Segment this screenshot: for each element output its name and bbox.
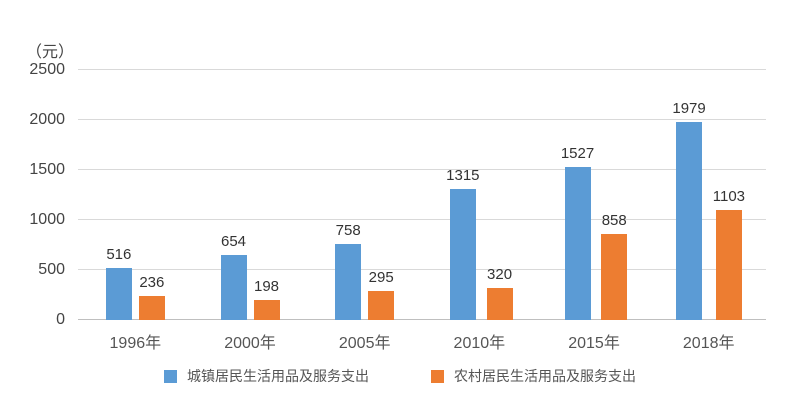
bar-with-label: 1979 xyxy=(672,100,706,320)
legend-label: 农村居民生活用品及服务支出 xyxy=(454,368,636,384)
bar xyxy=(138,296,165,320)
bar-group: 1315 320 2010年 xyxy=(422,70,537,352)
bar-group: 758 295 2005年 xyxy=(307,70,422,352)
bar-with-label: 198 xyxy=(253,278,280,320)
bar xyxy=(220,254,247,320)
bar-with-label: 1103 xyxy=(713,188,745,320)
legend: 城镇居民生活用品及服务支出 农村居民生活用品及服务支出 xyxy=(0,366,800,386)
bar xyxy=(335,244,362,320)
bar xyxy=(368,290,395,320)
bar xyxy=(486,288,513,320)
bar-value-label: 1315 xyxy=(446,166,480,184)
bar xyxy=(601,234,628,320)
gridline xyxy=(78,119,766,120)
y-tick-label: 2500 xyxy=(29,61,65,78)
legend-item: 农村居民生活用品及服务支出 xyxy=(431,366,636,386)
bar-with-label: 1527 xyxy=(561,145,594,320)
x-axis-line xyxy=(78,319,766,320)
bar-with-label: 1315 xyxy=(446,166,480,320)
y-axis-unit-label: （元） xyxy=(26,44,75,61)
x-tick-label: 1996年 xyxy=(109,335,162,352)
bar-with-label: 858 xyxy=(601,212,628,320)
gridline xyxy=(78,269,766,270)
bar xyxy=(253,300,280,320)
bar-group: 516 236 1996年 xyxy=(78,70,193,352)
bar-value-label: 516 xyxy=(106,246,132,264)
y-tick-label: 500 xyxy=(38,261,65,278)
bar xyxy=(715,209,742,320)
gridline xyxy=(78,219,766,220)
bar-value-label: 295 xyxy=(368,268,394,286)
gridline xyxy=(78,169,766,170)
legend-item: 城镇居民生活用品及服务支出 xyxy=(164,366,369,386)
y-tick-label: 1500 xyxy=(29,161,65,178)
x-tick-label: 2018年 xyxy=(682,335,735,352)
bar-value-label: 858 xyxy=(601,212,627,230)
legend-swatch xyxy=(431,369,444,383)
bar-value-label: 236 xyxy=(139,274,165,292)
bar-with-label: 295 xyxy=(368,268,395,320)
x-tick-label: 2005年 xyxy=(338,335,391,352)
gridline xyxy=(78,69,766,70)
y-tick-label: 0 xyxy=(56,311,65,328)
bar xyxy=(676,122,703,320)
bar-with-label: 654 xyxy=(220,232,247,320)
bar-with-label: 758 xyxy=(335,222,362,320)
plot-area: 0 500 1000 1500 2000 2500 516 236 1996年 654 198 200… xyxy=(29,62,766,352)
bar xyxy=(449,188,476,320)
bar-value-label: 320 xyxy=(487,266,513,283)
bar-with-label: 236 xyxy=(138,274,165,320)
bar-with-label: 320 xyxy=(486,266,513,320)
bar xyxy=(564,167,591,320)
bar-value-label: 758 xyxy=(335,222,361,240)
x-tick-label: 2010年 xyxy=(453,335,506,352)
y-tick-label: 1000 xyxy=(29,211,65,228)
y-tick-label: 2000 xyxy=(29,111,65,128)
bar-value-label: 1527 xyxy=(560,145,595,163)
bar-value-label: 198 xyxy=(253,278,280,296)
bar-group: 1527 858 2015年 xyxy=(537,70,652,352)
bar-groups: 516 236 1996年 654 198 2000年 758 295 2005年 1315 320… xyxy=(78,70,766,352)
bar-group: 1979 1103 2018年 xyxy=(651,70,766,352)
legend-label: 城镇居民生活用品及服务支出 xyxy=(187,368,369,384)
bar xyxy=(105,268,132,320)
legend-swatch xyxy=(164,369,177,383)
x-tick-label: 2000年 xyxy=(224,335,276,352)
bar-with-label: 516 xyxy=(105,246,132,320)
bar-value-label: 654 xyxy=(220,232,247,250)
bar-group: 654 198 2000年 xyxy=(193,70,308,352)
bar-value-label: 1979 xyxy=(672,100,706,118)
bar-value-label: 1103 xyxy=(712,187,746,205)
x-tick-label: 2015年 xyxy=(568,335,620,352)
